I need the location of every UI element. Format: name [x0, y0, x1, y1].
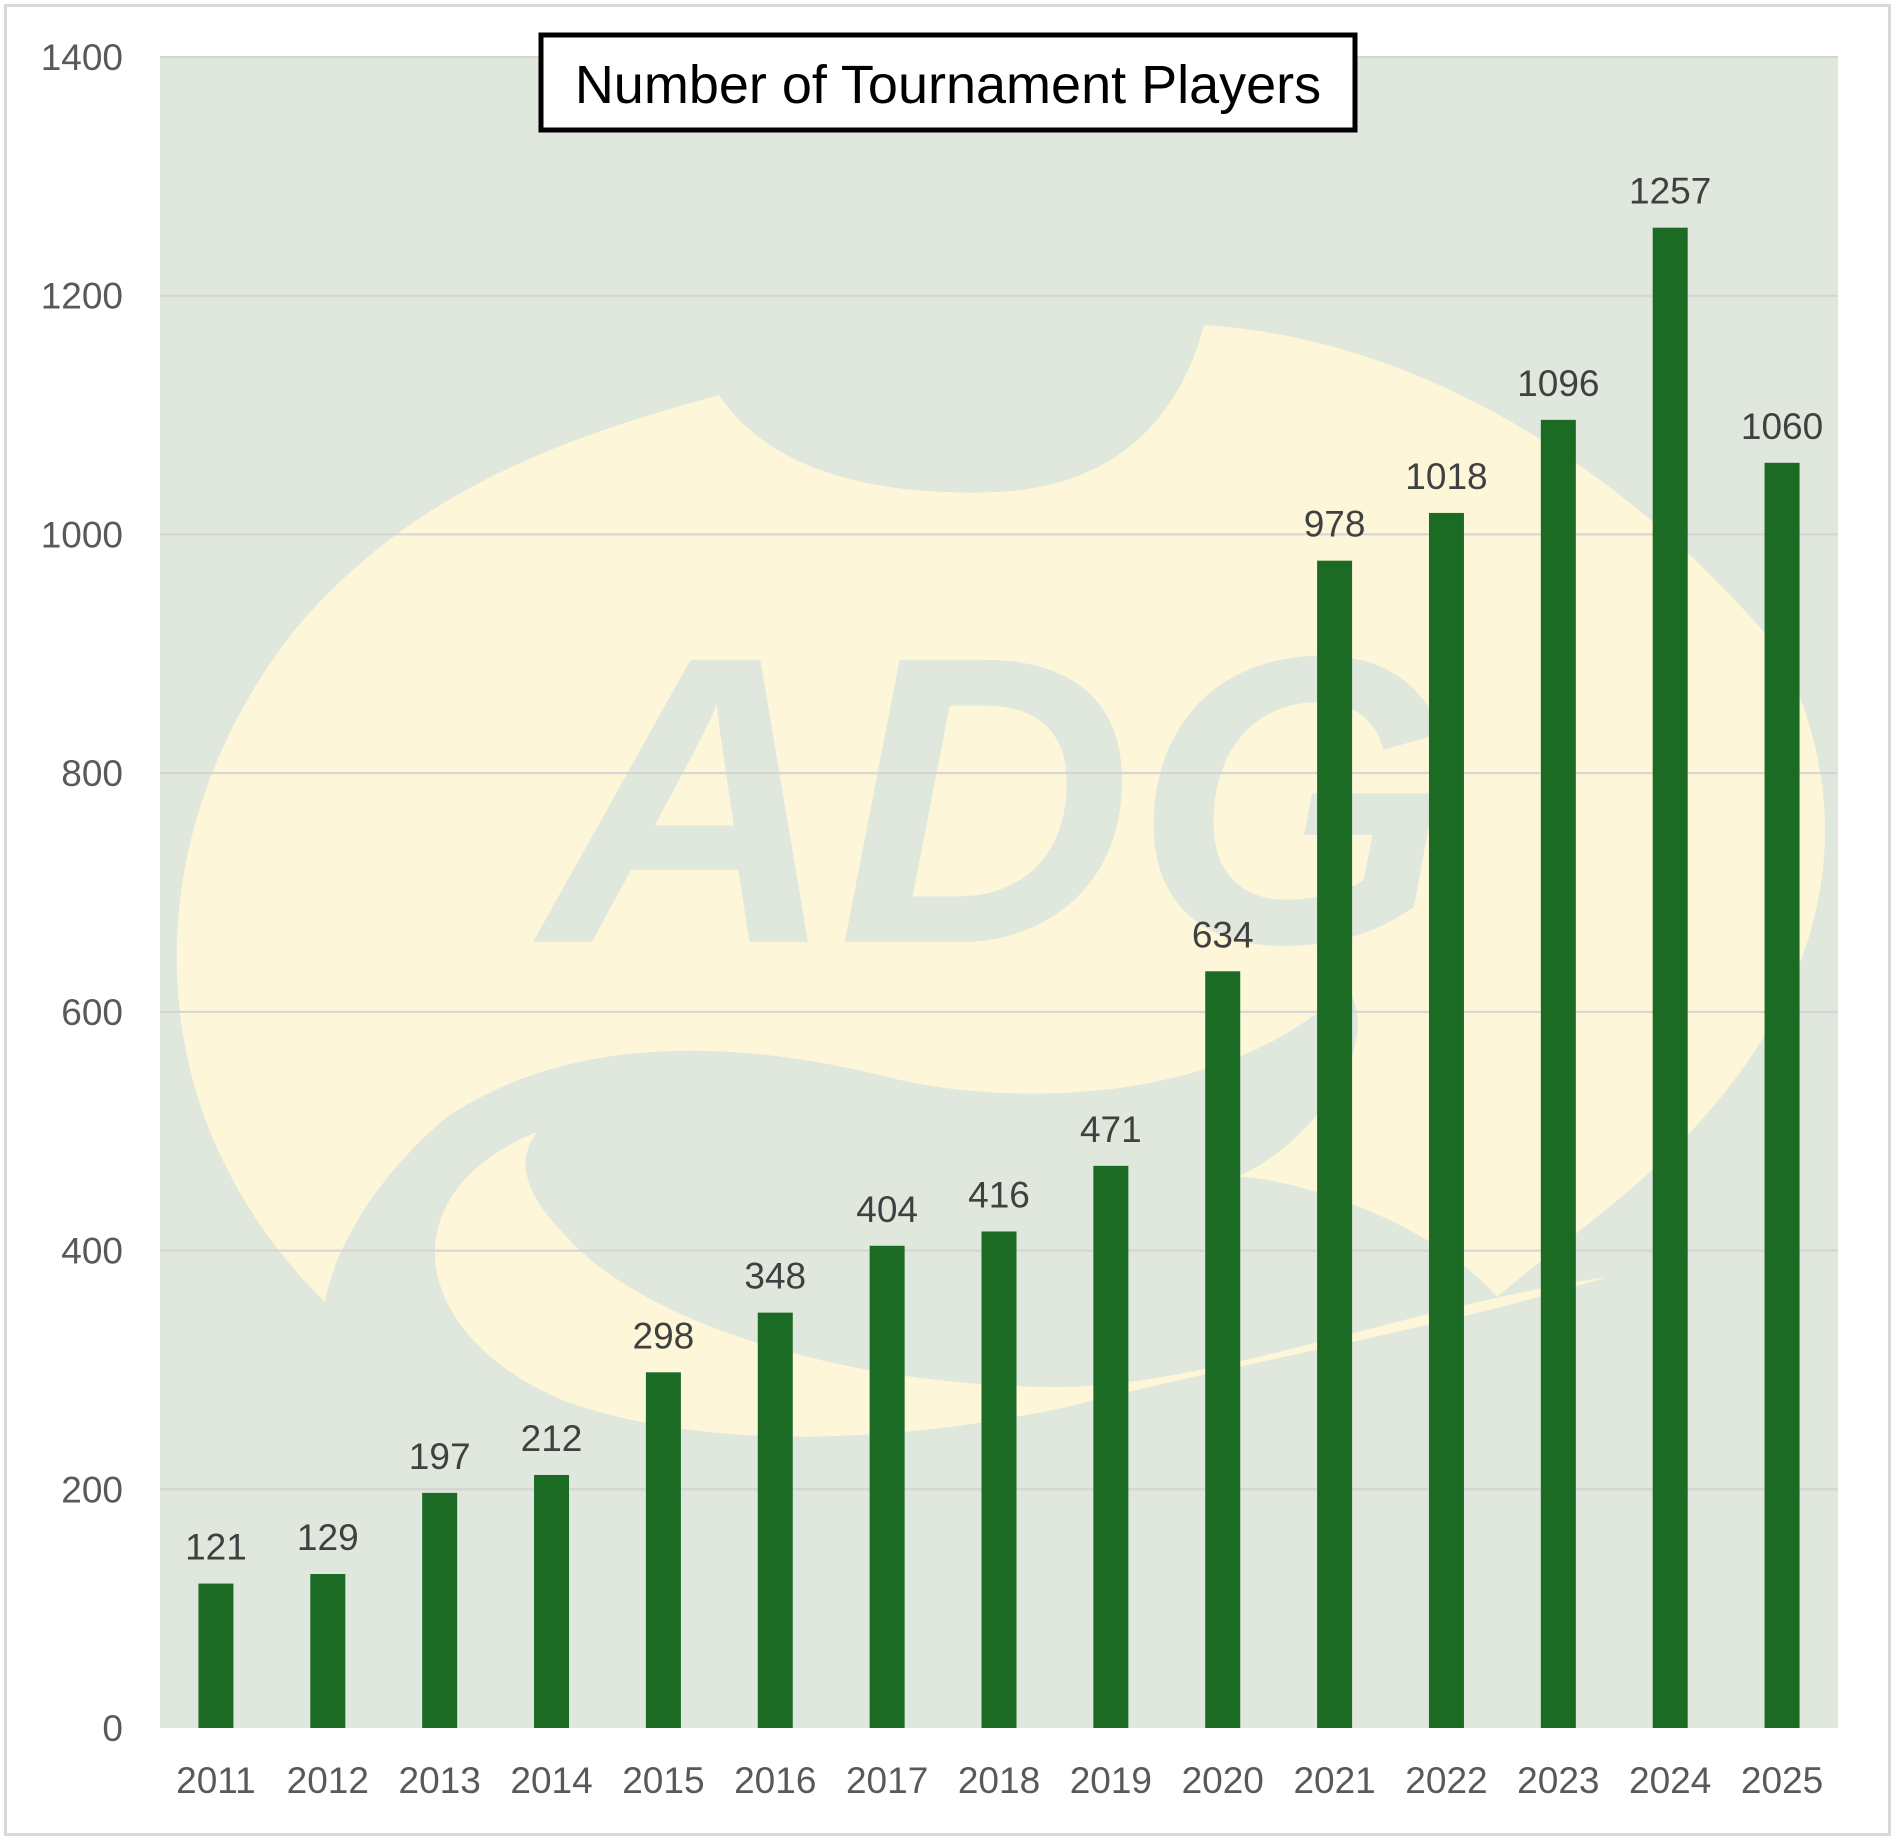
data-label: 348 [744, 1256, 806, 1297]
data-label: 197 [409, 1436, 471, 1477]
bar [645, 1372, 681, 1728]
bar [1317, 560, 1353, 1728]
data-label: 212 [521, 1418, 583, 1459]
watermark-text: ADG [529, 571, 1453, 1029]
chart-title-box: Number of Tournament Players [538, 32, 1358, 133]
x-tick-label: 2024 [1629, 1760, 1711, 1801]
title-border [538, 32, 1358, 133]
data-label: 471 [1080, 1109, 1142, 1150]
data-label: 1257 [1629, 171, 1711, 212]
watermark-swoosh [434, 1132, 1608, 1437]
bar [534, 1474, 570, 1728]
data-label: 1060 [1741, 406, 1823, 447]
x-tick-label: 2023 [1517, 1760, 1599, 1801]
bar [869, 1245, 905, 1728]
adg-logo-watermark: ADG [176, 325, 1825, 1437]
bar [198, 1583, 234, 1728]
bars: 121 129 197 212 298 348 404 416 471 634 978 1018 109… [185, 171, 1823, 1729]
y-tick-label: 800 [61, 753, 123, 794]
bar-chart: ADG 0 200 400 600 800 1000 1200 1400 121 129 197 2… [41, 32, 1838, 1801]
y-tick-label: 400 [61, 1231, 123, 1272]
bar [422, 1492, 458, 1728]
bar [981, 1231, 1017, 1728]
x-tick-label: 2017 [846, 1760, 928, 1801]
x-tick-label: 2016 [734, 1760, 816, 1801]
x-tick-label: 2014 [510, 1760, 592, 1801]
bar [310, 1574, 346, 1728]
chart-frame: ADG 0 200 400 600 800 1000 1200 1400 121 129 197 2… [4, 4, 1891, 1836]
y-tick-label: 1400 [41, 37, 123, 78]
y-tick-label: 200 [61, 1469, 123, 1510]
y-tick-label: 1200 [41, 276, 123, 317]
watermark-ball-shape [176, 325, 1825, 1302]
data-label: 121 [185, 1527, 247, 1568]
x-tick-label: 2025 [1741, 1760, 1823, 1801]
bar [757, 1312, 793, 1728]
x-tick-label: 2013 [399, 1760, 481, 1801]
y-tick-label: 0 [102, 1708, 123, 1749]
x-tick-label: 2019 [1070, 1760, 1152, 1801]
y-tick-label: 600 [61, 992, 123, 1033]
x-tick-label: 2012 [287, 1760, 369, 1801]
y-axis: 0 200 400 600 800 1000 1200 1400 [41, 37, 123, 1749]
y-tick-label: 1000 [41, 514, 123, 555]
bar [1428, 512, 1464, 1728]
bar [1093, 1165, 1129, 1728]
data-label: 1018 [1405, 456, 1487, 497]
bar [1540, 419, 1576, 1728]
x-tick-label: 2022 [1405, 1760, 1487, 1801]
data-label: 1096 [1517, 363, 1599, 404]
data-label: 634 [1192, 914, 1254, 955]
bar [1652, 227, 1688, 1729]
data-label: 298 [633, 1315, 695, 1356]
bar [1764, 462, 1800, 1728]
data-label: 129 [297, 1517, 359, 1558]
x-axis: 2011 2012 2013 2014 2015 2016 2017 2018 2019 2020… [176, 1760, 1823, 1801]
chart-title: Number of Tournament Players [575, 55, 1321, 115]
data-label: 404 [856, 1189, 918, 1230]
x-tick-label: 2018 [958, 1760, 1040, 1801]
data-label: 978 [1304, 504, 1366, 545]
x-tick-label: 2015 [622, 1760, 704, 1801]
bar [1205, 971, 1241, 1728]
x-tick-label: 2021 [1293, 1760, 1375, 1801]
data-label: 416 [968, 1174, 1030, 1215]
x-tick-label: 2011 [176, 1760, 256, 1801]
x-tick-label: 2020 [1182, 1760, 1264, 1801]
